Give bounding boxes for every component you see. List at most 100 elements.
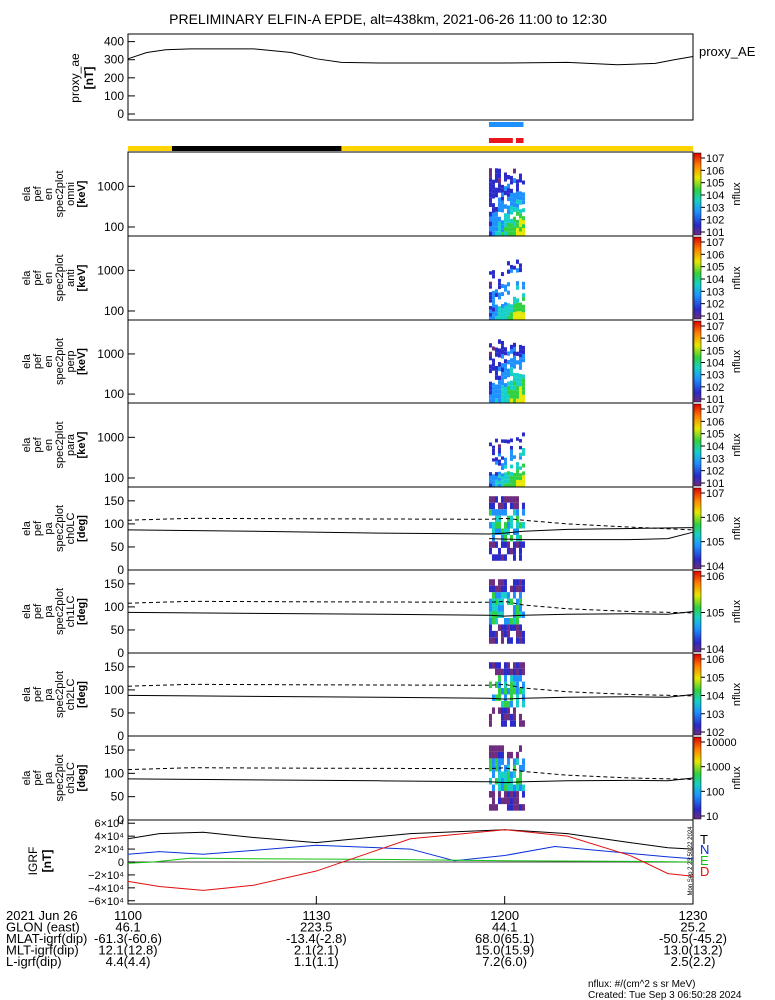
colorbar-tick-label: 104 (706, 644, 724, 656)
spectrogram-cell (491, 617, 495, 625)
spectrogram-cell (515, 688, 519, 695)
spectrogram-cell (509, 522, 513, 529)
spectrogram-cell (500, 713, 504, 721)
spectrogram-cell (506, 637, 510, 644)
spectrogram-cell (491, 315, 495, 320)
spectrogram-cell (515, 207, 519, 212)
panel-ytick-label: 0 (117, 729, 124, 743)
spectrogram-cell (500, 745, 504, 752)
colorbar-tick-label: 101 (706, 227, 724, 239)
spectrogram-cell (518, 267, 522, 273)
spectrogram-cell (494, 745, 498, 752)
spectrogram-cell (509, 771, 513, 778)
axis-row-label: MLT-igrf(dip) (6, 943, 79, 958)
spectrogram-cell (521, 579, 525, 586)
spectrogram-cell (497, 791, 501, 798)
sunlight-segment-sunlit (341, 146, 693, 151)
spectrogram-cell (488, 496, 492, 503)
axis-row-value: 44.1 (492, 920, 517, 935)
spectrogram-cell (497, 662, 501, 669)
spectrogram-cell (503, 312, 507, 317)
spectrogram-cell (503, 375, 507, 380)
colorbar-tick-label: 106 (706, 416, 724, 428)
spectrogram-cell (521, 681, 525, 689)
spectrogram-cell (503, 347, 507, 352)
colorbar-label: nflux (731, 266, 743, 290)
spectrogram-cell (509, 205, 513, 211)
spectrogram-cell (503, 316, 507, 320)
colorbar (693, 236, 702, 320)
igrf-ytick-label: 0 (118, 857, 124, 869)
spectrogram-cell (509, 784, 513, 792)
spectrogram-cell (497, 202, 501, 208)
spectrogram-cell (512, 771, 516, 778)
panel-ylabel-0: ela (21, 686, 33, 702)
spectrogram-cells (488, 168, 525, 236)
spectrogram-cell (497, 226, 501, 232)
colorbar-tick-label: 102 (706, 466, 724, 478)
spectrogram-cell (488, 216, 492, 222)
spectrogram-cell (512, 308, 516, 313)
spectrogram-cell (521, 758, 525, 765)
spectrogram-cell (494, 352, 498, 357)
spectrogram-cell (497, 453, 501, 457)
spectrogram-cell (509, 688, 513, 695)
spectrogram-cell (500, 579, 504, 586)
colorbar-label: nflux (731, 349, 743, 373)
spectrogram-cell (491, 299, 495, 304)
spectrogram-cell (488, 313, 492, 317)
spectrogram-cell (497, 197, 501, 203)
spectrogram-cell (497, 306, 501, 310)
spectrogram-cell (494, 694, 498, 701)
spectrogram-cell (515, 522, 519, 529)
spectrogram-cell (494, 528, 498, 535)
spectrogram-cell (518, 483, 522, 487)
colorbar-tick-label: 1000 (706, 762, 730, 774)
spectrogram-cell (491, 451, 495, 456)
spectrogram-cell (488, 381, 492, 386)
colorbar-label: nflux (731, 182, 743, 206)
spectrogram-cell (515, 191, 519, 196)
spectrogram-cell (506, 771, 510, 778)
spectrogram-cell (503, 465, 507, 469)
spectrogram-cell (503, 391, 507, 396)
spectrogram-cell (506, 791, 510, 798)
spectrogram-cell (506, 496, 510, 503)
spectrogram-cell (509, 197, 513, 202)
panel-ylabel-2: en (43, 272, 55, 284)
spectrogram-cell (509, 547, 513, 555)
spectrogram-cell (503, 720, 507, 727)
spectrogram-cell (503, 522, 507, 529)
spectrogram-cell (518, 624, 522, 631)
spectrogram-cell (494, 312, 498, 317)
spectrogram-cell (494, 393, 498, 399)
spectrogram-cell (512, 791, 516, 798)
spectrogram-cell (491, 184, 495, 190)
spectrogram-cell (500, 688, 504, 695)
spectrogram-cell (512, 385, 516, 391)
spectrogram-cell (500, 771, 504, 778)
spectrogram-cell (518, 231, 522, 236)
spectrogram-cell (509, 358, 513, 363)
spectrogram-cell (491, 295, 495, 300)
spectrogram-cell (500, 220, 504, 225)
spectrogram-cell (512, 662, 516, 669)
spectrogram-cell (518, 218, 522, 223)
spectrogram-cell (503, 476, 507, 480)
spectrogram-cell (503, 624, 507, 631)
spectrogram-cell (494, 173, 498, 178)
spectrogram-cell (491, 605, 495, 612)
spectrogram-cell (488, 630, 492, 638)
igrf-lines (127, 829, 694, 891)
spectrogram-cell (503, 383, 507, 388)
spectrogram-cell (506, 394, 510, 399)
spectrogram-cell (488, 764, 492, 772)
spectrogram-cell (491, 311, 495, 316)
spectrogram-cell (497, 522, 501, 529)
panel-proxy-ae: proxy_AE 0 100 200 300 400 proxy_ae [nT] (68, 33, 756, 121)
axis-row-value: 2.5(2.2) (671, 954, 716, 969)
spectrogram-cell (497, 471, 501, 475)
spectrogram-cell (488, 720, 492, 727)
spectrogram-cell (491, 382, 495, 387)
